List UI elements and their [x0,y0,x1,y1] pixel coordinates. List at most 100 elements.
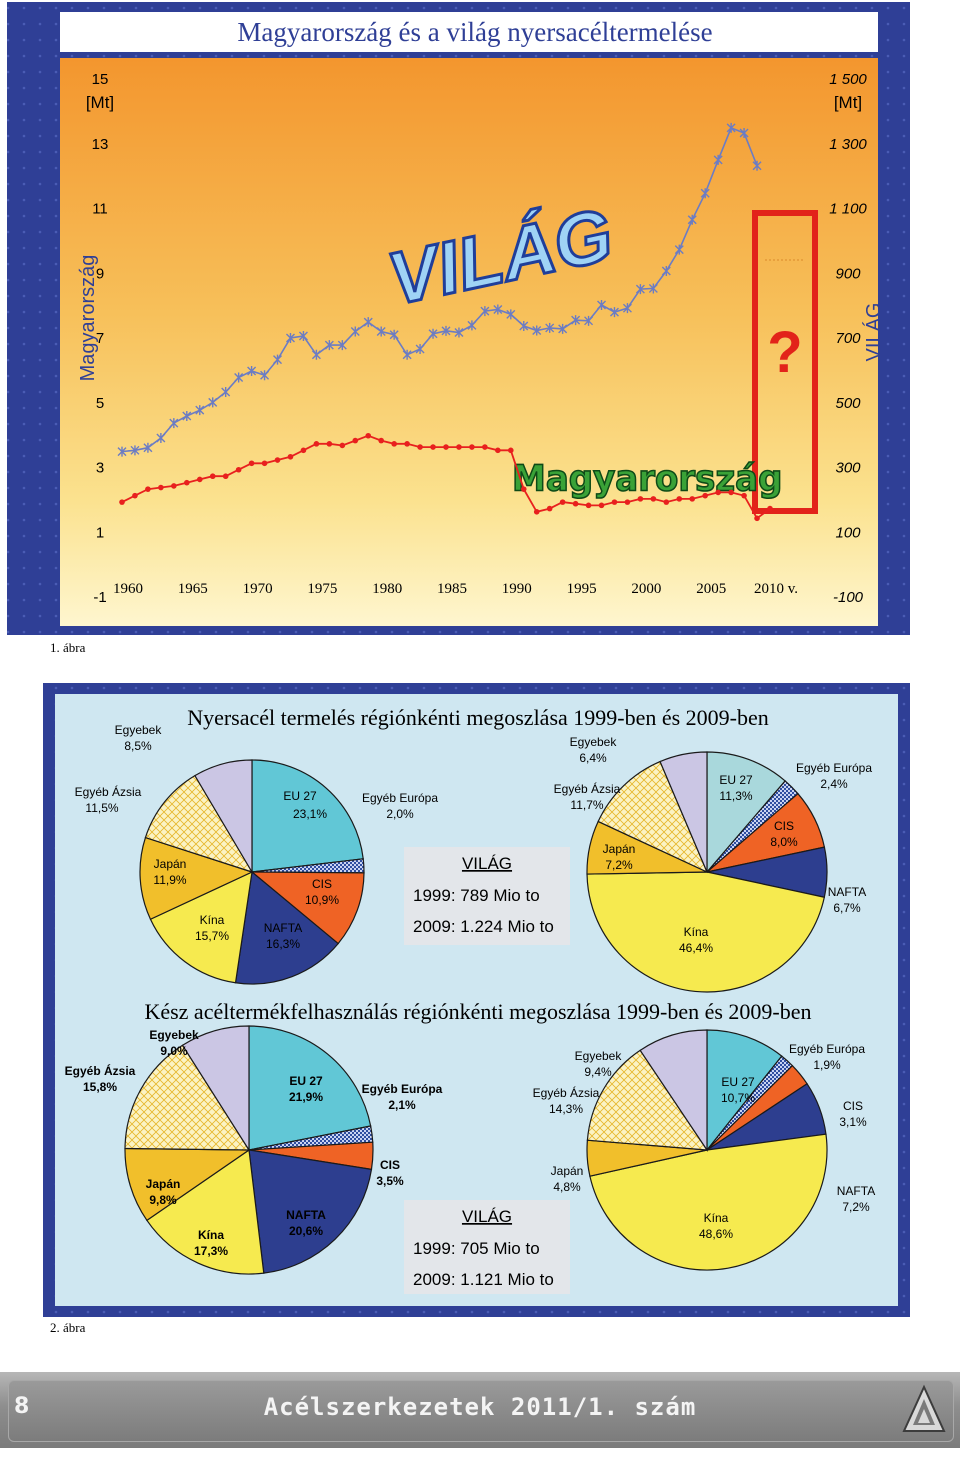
x-tick-label: 2010 v. [754,581,798,597]
world-point [713,154,723,165]
hungary-point [158,484,164,491]
pie-slice [139,836,254,921]
world-point [273,354,283,365]
consumption-world-2009: 2009: 1.121 Mio to [413,1270,554,1289]
hungary-point [469,444,475,450]
slice-label: Egyéb Ázsia [533,1085,600,1100]
slice-value: 9,8% [149,1193,177,1207]
hungary-point [546,505,553,512]
slice-label: NAFTA [828,885,866,899]
slice-label: Kína [198,1228,224,1242]
world-point [467,320,477,331]
left-tick-label: 15 [92,71,109,88]
slice-value: 11,5% [85,801,118,815]
hungary-point [417,444,423,450]
world-point [480,306,490,317]
left-tick-label: 7 [96,330,104,347]
world-series [117,122,762,457]
hungary-point [171,483,177,489]
hungary-point [235,466,242,473]
slice-label: Egyebek [570,735,618,749]
hungary-point [689,496,696,502]
footer-inner [8,1380,954,1442]
hungary-point [145,486,151,492]
world-point [298,331,308,342]
hungary-point [222,473,229,480]
pie-consumption-1999 [124,1025,374,1275]
hungary-point [119,499,125,505]
world-point [208,397,218,408]
world-point [143,442,153,453]
world-point [506,309,516,320]
world-point [545,322,555,333]
right-axis-unit: [Mt] [834,93,862,112]
hungary-point [585,502,592,509]
hungary-point [715,489,721,496]
slice-label: EU 27 [283,789,317,803]
left-tick-label: 11 [92,201,108,218]
right-axis-ticks: -100 100 300 500 700 900 1 100 1 300 1 500 [829,71,867,606]
hungary-point [326,441,333,447]
hungary-point [300,447,307,454]
hungary-point [663,499,670,505]
slice-label: Egyéb Európa [362,791,438,805]
world-point [195,405,205,416]
slice-value: 20,6% [289,1224,323,1238]
forecast-frame [752,210,818,514]
hungary-point [676,496,683,502]
slice-value: 23,1% [293,807,327,821]
left-tick-label: 13 [92,136,109,153]
x-tick-label: 1960 [113,581,143,597]
pie-slice [248,1149,373,1274]
world-point [221,387,231,398]
pie-slice [597,760,709,874]
hungary-point [132,492,138,499]
slice-value: 15,8% [83,1080,117,1094]
slice-value: 15,7% [195,929,229,943]
world-point [519,320,529,331]
pie-slice [124,1044,251,1151]
slice-label: Japán [146,1177,181,1191]
hungary-point [767,505,773,512]
world-point [752,160,762,171]
x-tick-label: 1970 [243,581,273,597]
figure1-title: Magyarország és a világ nyersacéltermelé… [237,17,712,47]
slice-label: Egyebek [149,1028,199,1042]
journal-logo-icon [902,1384,946,1432]
slice-label: Egyéb Európa [789,1042,865,1056]
hungary-point [443,444,449,450]
world-point [635,284,645,295]
left-tick-label: 5 [96,395,104,412]
slice-value: 8,0% [770,835,798,849]
world-point [584,315,594,326]
hungary-point [391,441,397,447]
right-tick-label: 300 [835,460,861,477]
pie-slice [586,871,826,993]
pie-production-1999 [139,759,365,985]
world-point [726,122,736,133]
hungary-point [598,502,605,509]
slice-value: 10,7% [721,1091,755,1105]
left-tick-label: 9 [96,265,104,282]
world-point [687,214,697,225]
hungary-point [754,515,760,522]
right-tick-label: 1 300 [829,136,867,153]
slice-value: 11,9% [153,873,186,887]
world-point [234,372,244,383]
slice-value: 8,5% [124,739,152,753]
right-axis-label: VILÁG [862,303,885,362]
left-tick-label: -1 [93,589,106,606]
x-tick-label: 1975 [307,581,337,597]
pie-slice [194,759,253,875]
hungary-point [456,444,462,450]
hungary-point [624,499,631,505]
world-point [597,299,607,310]
slice-label: NAFTA [264,921,302,935]
slice-value: 7,2% [842,1200,870,1214]
slice-value: 9,4% [584,1065,612,1079]
slice-label: Japán [154,857,187,871]
figure1-chart: Magyarország és a világ nyersacéltermelé… [7,2,910,635]
world-point [661,265,671,276]
world-point [182,410,192,421]
